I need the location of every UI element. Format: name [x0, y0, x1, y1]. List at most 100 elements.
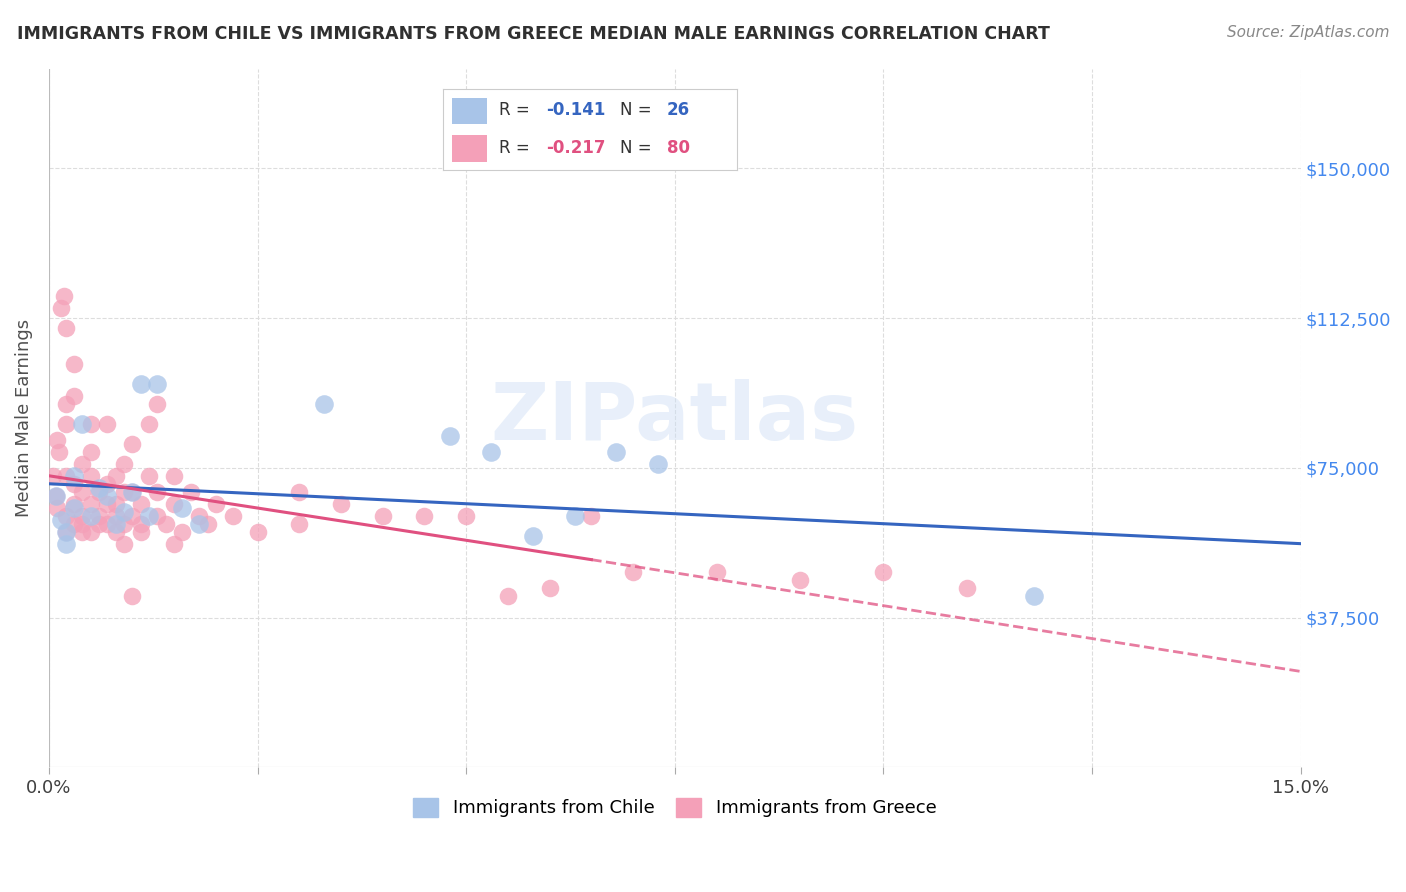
Point	[63, 500, 86, 515]
Text: ZIPatlas: ZIPatlas	[491, 379, 859, 457]
Point	[621, 565, 644, 579]
Point	[87, 484, 110, 499]
Text: IMMIGRANTS FROM CHILE VS IMMIGRANTS FROM GREECE MEDIAN MALE EARNINGS CORRELATION: IMMIGRANTS FROM CHILE VS IMMIGRANTS FROM…	[17, 25, 1050, 43]
Point	[87, 481, 110, 495]
Point	[55, 397, 77, 411]
Point	[371, 508, 394, 523]
Point	[51, 513, 73, 527]
Point	[112, 516, 135, 531]
Point	[87, 516, 110, 531]
Point	[55, 508, 77, 523]
Point	[647, 457, 669, 471]
Point	[80, 524, 103, 539]
Point	[1022, 589, 1045, 603]
Point	[96, 476, 118, 491]
Point	[53, 289, 76, 303]
Point	[72, 484, 94, 499]
Point	[496, 589, 519, 603]
Point	[288, 516, 311, 531]
Point	[146, 508, 169, 523]
Point	[522, 529, 544, 543]
Point	[72, 457, 94, 471]
Point	[163, 497, 186, 511]
Point	[129, 497, 152, 511]
Point	[188, 508, 211, 523]
Point	[104, 524, 127, 539]
Point	[63, 476, 86, 491]
Point	[479, 445, 502, 459]
Point	[112, 536, 135, 550]
Point	[146, 397, 169, 411]
Point	[413, 508, 436, 523]
Point	[80, 417, 103, 431]
Y-axis label: Median Male Earnings: Median Male Earnings	[15, 318, 32, 517]
Point	[121, 589, 143, 603]
Point	[72, 524, 94, 539]
Point	[96, 497, 118, 511]
Point	[45, 489, 67, 503]
Point	[55, 468, 77, 483]
Point	[80, 508, 103, 523]
Point	[439, 429, 461, 443]
Point	[63, 468, 86, 483]
Point	[45, 489, 67, 503]
Point	[80, 468, 103, 483]
Point	[138, 468, 160, 483]
Point	[112, 484, 135, 499]
Point	[129, 524, 152, 539]
Point	[163, 536, 186, 550]
Point	[121, 437, 143, 451]
Point	[72, 508, 94, 523]
Point	[138, 417, 160, 431]
Point	[55, 321, 77, 335]
Point	[104, 468, 127, 483]
Point	[456, 508, 478, 523]
Point	[96, 516, 118, 531]
Point	[138, 508, 160, 523]
Point	[96, 489, 118, 503]
Point	[63, 389, 86, 403]
Point	[72, 417, 94, 431]
Point	[55, 417, 77, 431]
Point	[605, 445, 627, 459]
Point	[55, 524, 77, 539]
Point	[87, 508, 110, 523]
Point	[55, 536, 77, 550]
Point	[104, 516, 127, 531]
Point	[129, 376, 152, 391]
Point	[789, 573, 811, 587]
Point	[80, 445, 103, 459]
Point	[172, 524, 194, 539]
Point	[104, 508, 127, 523]
Point	[112, 505, 135, 519]
Point	[146, 484, 169, 499]
Point	[163, 468, 186, 483]
Legend: Immigrants from Chile, Immigrants from Greece: Immigrants from Chile, Immigrants from G…	[406, 791, 943, 824]
Point	[180, 484, 202, 499]
Point	[121, 484, 143, 499]
Point	[96, 417, 118, 431]
Point	[706, 565, 728, 579]
Point	[581, 508, 603, 523]
Point	[205, 497, 228, 511]
Point	[51, 301, 73, 315]
Point	[146, 376, 169, 391]
Point	[188, 516, 211, 531]
Point	[63, 357, 86, 371]
Point	[538, 581, 561, 595]
Point	[872, 565, 894, 579]
Point	[288, 484, 311, 499]
Point	[121, 508, 143, 523]
Point	[42, 468, 65, 483]
Text: Source: ZipAtlas.com: Source: ZipAtlas.com	[1226, 25, 1389, 40]
Point	[104, 497, 127, 511]
Point	[330, 497, 353, 511]
Point	[197, 516, 219, 531]
Point	[72, 516, 94, 531]
Point	[564, 508, 586, 523]
Point	[246, 524, 269, 539]
Point	[155, 516, 177, 531]
Point	[112, 457, 135, 471]
Point	[314, 397, 336, 411]
Point	[48, 445, 70, 459]
